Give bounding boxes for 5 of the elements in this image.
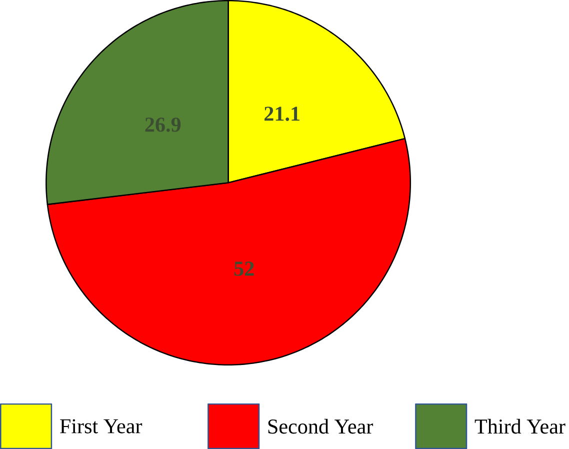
- legend-label: First Year: [60, 419, 142, 434]
- legend-label: Third Year: [474, 418, 566, 434]
- legend-label: Second Year: [268, 418, 374, 434]
- data-label: 52: [234, 262, 254, 276]
- data-label: 21.1: [264, 106, 300, 121]
